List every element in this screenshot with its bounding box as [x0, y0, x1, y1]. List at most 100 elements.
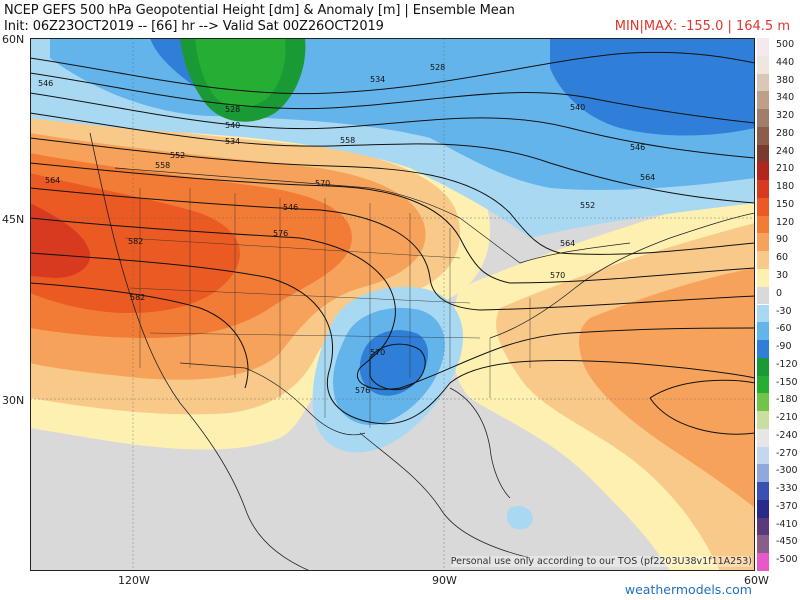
- anomaly-neg-darkblue-low: [359, 330, 428, 396]
- contour-558: [30, 162, 755, 284]
- colorbar-swatch: [757, 428, 769, 447]
- contour-label: 570: [550, 271, 565, 280]
- colorbar-swatch: [757, 286, 769, 305]
- colorbar-label: -300: [776, 465, 798, 477]
- colorbar-swatch: [757, 197, 769, 216]
- colorbar-swatch: [757, 464, 769, 483]
- colorbar-swatch: [757, 553, 769, 571]
- lon-label-120w: 120W: [118, 574, 150, 587]
- colorbar-row: -270: [757, 446, 800, 465]
- colorbar-swatch: [757, 91, 769, 110]
- colorbar-row: -180: [757, 393, 800, 412]
- contour-label: 528: [430, 63, 445, 72]
- contour-label: 540: [225, 121, 240, 130]
- brand-watermark: weathermodels.com: [624, 582, 752, 597]
- colorbar-label: -120: [776, 358, 798, 370]
- contour-label: 570: [315, 179, 330, 188]
- contour-label: 564: [560, 239, 575, 248]
- colorbar-row: 210: [757, 162, 800, 181]
- contour-label: 552: [170, 151, 185, 160]
- minmax-readout: MIN|MAX: -155.0 | 164.5 m: [614, 19, 790, 34]
- colorbar-row: 240: [757, 144, 800, 163]
- contour-label: 552: [580, 201, 595, 210]
- north-america-coastline: [89, 132, 755, 571]
- us-canada-border: [114, 167, 631, 264]
- colorbar-swatch: [757, 215, 769, 234]
- colorbar-row: -300: [757, 464, 800, 483]
- colorbar-swatch: [757, 357, 769, 376]
- contour-label-group: 546 540 534 528 552 558 564 570 576 582 …: [38, 63, 655, 395]
- contour-label: 546: [38, 79, 53, 88]
- contour-label: 546: [283, 203, 298, 212]
- colorbar-row: -60: [757, 322, 800, 341]
- colorbar-row: 0: [757, 286, 800, 305]
- colorbar-swatch: [757, 268, 769, 287]
- colorbar-label: -90: [776, 341, 792, 353]
- colorbar-row: -370: [757, 499, 800, 518]
- contour-564: [30, 187, 755, 311]
- colorbar-label: 60: [776, 252, 789, 264]
- contour-570: [30, 217, 755, 390]
- colorbar-swatch: [757, 411, 769, 429]
- weather-map: 546 540 534 528 552 558 564 570 576 582 …: [30, 38, 755, 571]
- lat-label-45n: 45N: [2, 213, 25, 226]
- colorbar-label: -60: [776, 323, 792, 335]
- colorbar-label: 30: [776, 269, 789, 281]
- contour-label: 564: [640, 173, 655, 182]
- contour-label: 582: [128, 237, 143, 246]
- colorbar-swatch: [757, 38, 769, 56]
- contour-label: 534: [225, 137, 240, 146]
- anomaly-neg-lightblue-carib: [506, 506, 533, 530]
- map-frame: [30, 38, 755, 571]
- contour-534: [30, 72, 755, 124]
- colorbar-row: 320: [757, 109, 800, 127]
- colorbar-label: -270: [776, 447, 798, 459]
- colorbar-row: -500: [757, 553, 800, 571]
- colorbar-swatch: [757, 126, 769, 145]
- colorbar-label: -30: [776, 305, 792, 317]
- colorbar-label: -210: [776, 412, 798, 424]
- lon-label-60w: 60W: [744, 574, 769, 587]
- colorbar-label: -370: [776, 500, 798, 512]
- lat-label-30n: 30N: [2, 394, 25, 407]
- colorbar-row: -240: [757, 428, 800, 447]
- map-title: NCEP GEFS 500 hPa Geopotential Height [d…: [4, 3, 515, 18]
- anomaly-neg-darkblue-ne: [550, 38, 755, 136]
- anomaly-neg-lightgreen-north: [195, 38, 286, 108]
- colorbar-row: -90: [757, 340, 800, 358]
- colorbar-label: 120: [776, 216, 795, 228]
- colorbar-label: 380: [776, 74, 795, 86]
- contour-low-inner: [369, 343, 426, 391]
- colorbar-row: -120: [757, 357, 800, 376]
- colorbar-swatch: [757, 73, 769, 92]
- colorbar-row: 120: [757, 215, 800, 234]
- contour-576: [30, 252, 755, 425]
- colorbar-row: -450: [757, 535, 800, 554]
- colorbar-row: 280: [757, 126, 800, 145]
- state-borders: [124, 188, 531, 428]
- contour-label: 558: [340, 136, 355, 145]
- lat-label-60n: 60N: [2, 33, 25, 46]
- colorbar-label: -240: [776, 429, 798, 441]
- colorbar-row: 90: [757, 233, 800, 252]
- colorbar-label: 320: [776, 110, 795, 122]
- colorbar-label: 90: [776, 234, 789, 246]
- contour-label: 528: [225, 105, 240, 114]
- contour-label: 534: [370, 75, 385, 84]
- colorbar-label: 240: [776, 145, 795, 157]
- colorbar-label: -150: [776, 376, 798, 388]
- colorbar-label: 440: [776, 56, 795, 68]
- height-contours: [30, 51, 755, 435]
- colorbar-label: 0: [776, 287, 783, 299]
- colorbar-row: -410: [757, 517, 800, 536]
- colorbar-label: 500: [776, 39, 795, 50]
- colorbar-row: 380: [757, 73, 800, 92]
- colorbar-swatch: [757, 322, 769, 341]
- colorbar-swatch: [757, 109, 769, 127]
- contour-label: 540: [570, 103, 585, 112]
- colorbar-row: -210: [757, 411, 800, 429]
- colorbar-row: 150: [757, 197, 800, 216]
- contour-east-high: [649, 379, 755, 435]
- colorbar-row: 440: [757, 55, 800, 74]
- colorbar-row: -150: [757, 375, 800, 394]
